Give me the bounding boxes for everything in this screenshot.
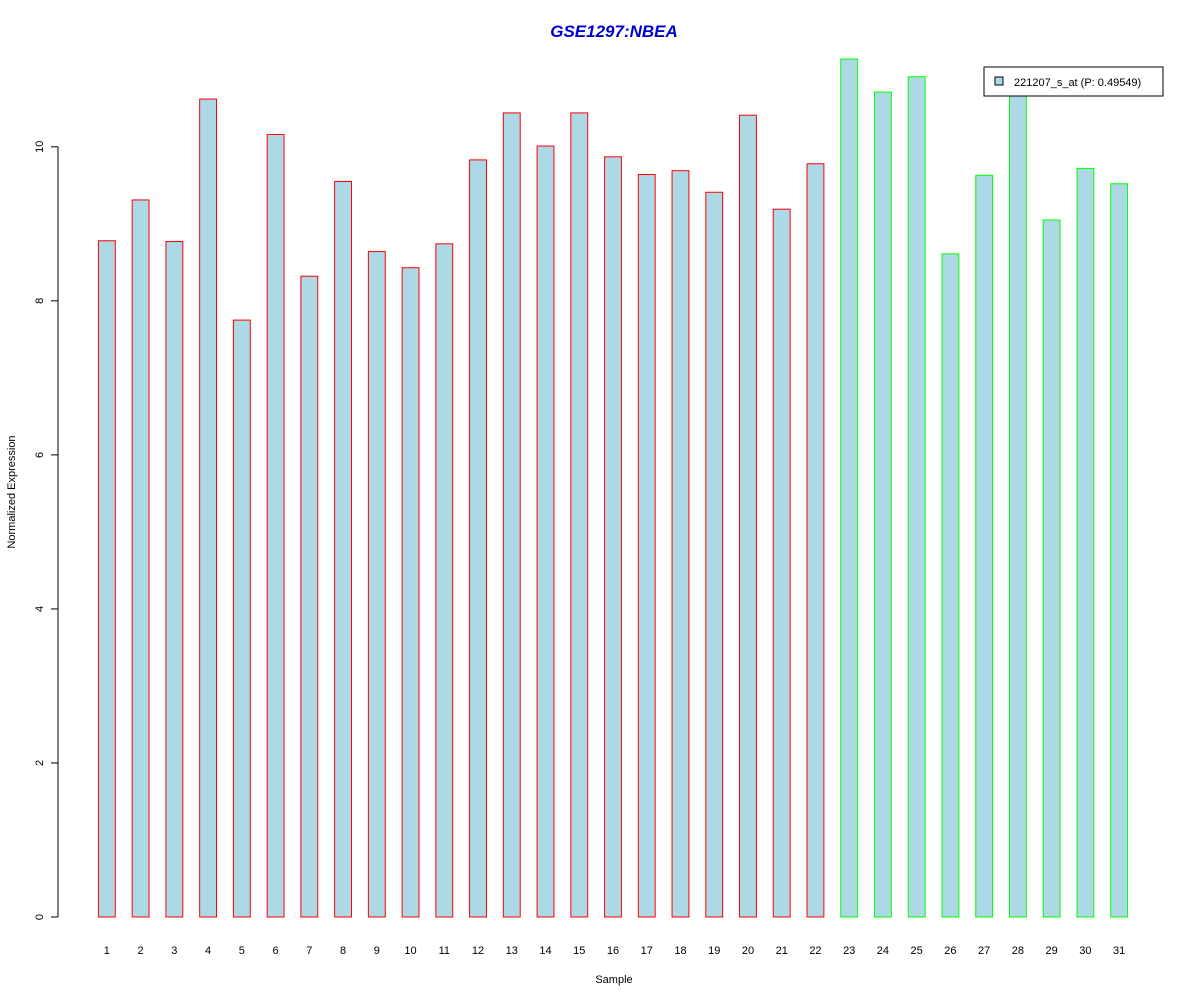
y-axis: 0 2 4 6 8 10 [34, 141, 59, 920]
bar [637, 174, 656, 918]
bar [604, 156, 622, 918]
bar [1008, 91, 1027, 918]
x-tick-label: 8 [340, 945, 346, 957]
x-tick-label: 7 [306, 945, 312, 957]
x-tick-label: 6 [273, 945, 279, 957]
legend-swatch [994, 76, 1004, 86]
x-tick-label: 9 [374, 945, 380, 957]
chart-title: GSE1297:NBEA [550, 22, 678, 41]
bars-group [97, 58, 1129, 918]
x-tick-label: 25 [911, 945, 923, 957]
x-tick-label: 29 [1046, 945, 1058, 957]
bar [570, 112, 589, 918]
y-tick-label: 0 [34, 914, 46, 920]
bar [874, 91, 892, 918]
bar [705, 191, 724, 918]
x-tick-labels: 1 2 3 4 5 6 7 8 9 10 11 12 13 14 15 16 17 18 19 20 21 22 23 24 2… [104, 945, 1125, 957]
x-axis-label: Sample [595, 974, 632, 986]
bar [840, 58, 859, 918]
x-tick-label: 27 [978, 945, 990, 957]
bar [367, 251, 386, 918]
x-tick-label: 22 [809, 945, 821, 957]
y-tick-label: 10 [34, 141, 46, 153]
bar [401, 267, 420, 918]
x-tick-label: 30 [1079, 945, 1091, 957]
y-tick-label: 4 [34, 606, 46, 612]
bar [806, 163, 825, 918]
x-tick-label: 2 [138, 945, 144, 957]
x-tick-label: 12 [472, 945, 484, 957]
x-tick-label: 11 [439, 945, 450, 957]
y-tick-label: 6 [34, 452, 46, 458]
bar [469, 159, 487, 918]
bar [1042, 219, 1061, 918]
bar [334, 180, 352, 918]
bar [131, 199, 150, 918]
x-tick-label: 28 [1012, 945, 1024, 957]
bar [502, 112, 521, 918]
y-axis-label: Normalized Expression [6, 435, 18, 548]
bar [266, 133, 285, 918]
bar [975, 174, 994, 918]
bar [739, 114, 757, 918]
x-tick-label: 23 [843, 945, 855, 957]
legend-label: 221207_s_at (P: 0.49549) [1014, 77, 1141, 89]
bar [232, 319, 251, 918]
x-tick-label: 26 [944, 945, 956, 957]
x-tick-label: 16 [607, 945, 619, 957]
x-tick-label: 20 [742, 945, 754, 957]
bar [671, 170, 690, 918]
x-tick-label: 13 [506, 945, 518, 957]
bar [1076, 167, 1095, 918]
legend-box [983, 66, 1164, 97]
x-tick-label: 15 [573, 945, 585, 957]
x-tick-label: 19 [708, 945, 720, 957]
x-tick-label: 5 [239, 945, 245, 957]
x-tick-label: 17 [641, 945, 653, 957]
x-tick-label: 1 [104, 945, 110, 957]
bar [907, 76, 926, 918]
x-tick-label: 4 [205, 945, 211, 957]
bar [300, 275, 319, 918]
x-tick-label: 10 [404, 945, 416, 957]
bar [1110, 183, 1129, 918]
x-tick-label: 14 [539, 945, 551, 957]
x-tick-label: 3 [171, 945, 177, 957]
bar [941, 253, 960, 918]
legend: 221207_s_at (P: 0.49549) [983, 66, 1164, 97]
x-tick-label: 31 [1113, 945, 1125, 957]
bar [199, 98, 218, 918]
bar [165, 241, 184, 918]
bar [97, 240, 116, 918]
y-tick-label: 8 [34, 298, 46, 304]
bar [772, 208, 791, 918]
y-tick-label: 2 [34, 760, 46, 766]
bar [536, 145, 555, 918]
x-tick-label: 18 [674, 945, 686, 957]
x-tick-label: 21 [776, 945, 788, 957]
bar [435, 243, 454, 918]
x-tick-label: 24 [877, 945, 889, 957]
